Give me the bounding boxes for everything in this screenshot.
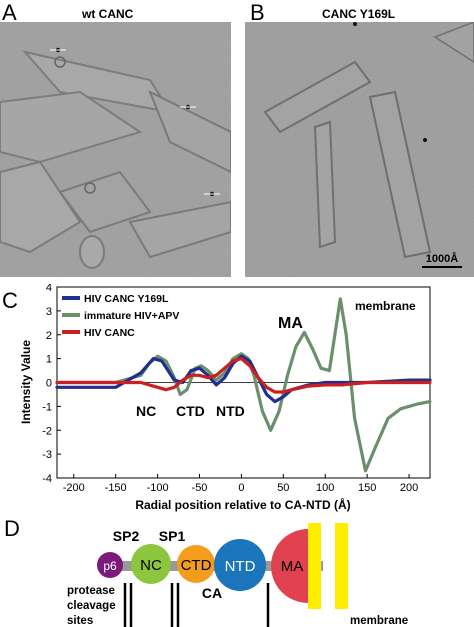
x-tick-label: -100: [147, 482, 169, 494]
panel-letter-d: D: [4, 516, 20, 541]
annotation-nc: NC: [136, 403, 156, 419]
x-tick-label: 100: [316, 482, 334, 494]
y-tick-label: 1: [46, 354, 52, 366]
domain-ctd: [177, 545, 215, 583]
cleavage-site-markers: [123, 583, 270, 627]
series-line-canc: [55, 356, 432, 394]
domain-ntd: [214, 539, 266, 591]
label-ca: CA: [202, 585, 222, 601]
x-tick-label: 0: [238, 482, 244, 494]
scale-bar: 1000Å: [422, 254, 462, 268]
panel-letter-a: A: [2, 0, 17, 25]
label-membrane: membrane: [350, 615, 408, 627]
domain-ma: [271, 529, 308, 603]
x-tick-label: 200: [400, 482, 418, 494]
domain-ma-label: MA: [281, 558, 304, 575]
y-tick-label: 2: [46, 330, 52, 342]
panel-letter-b: B: [250, 0, 265, 25]
x-tick-label: -50: [192, 482, 208, 494]
panel-letter-c: C: [2, 288, 18, 313]
domain-nc: [131, 544, 171, 584]
scale-bar-label: 1000Å: [425, 253, 459, 265]
domain-ntd-label: NTD: [225, 558, 256, 575]
em-image-canc-y169l: 1000Å: [245, 22, 474, 277]
label-sp2: SP2: [113, 528, 140, 544]
annotation-ma: MA: [278, 315, 303, 332]
legend-label-canc: HIV CANC: [84, 327, 135, 339]
label-protease: protease: [67, 585, 115, 597]
annotation-ntd: NTD: [216, 403, 245, 419]
gag-domain-diagram: p6 NC CTD NTD MA SP2 SP1 CA protease cle…: [67, 523, 408, 627]
label-cleavage: cleavage: [67, 600, 116, 612]
x-tick-label: 50: [277, 482, 289, 494]
y-tick-label: -2: [42, 425, 52, 437]
panel-a-title: wt CANC: [82, 7, 134, 21]
domain-nc-label: NC: [140, 557, 162, 574]
scale-bar-line: [422, 266, 462, 268]
legend-label-y169l: HIV CANC Y169L: [84, 293, 169, 305]
y-tick-label: 3: [46, 306, 52, 318]
x-tick-label: -150: [105, 482, 127, 494]
series-line-y169l: [55, 354, 432, 404]
y-axis-label: Intensity Value: [19, 340, 33, 424]
y-tick-label: -1: [42, 401, 52, 413]
x-tick-label: -200: [63, 482, 85, 494]
annotation-ctd: CTD: [176, 403, 205, 419]
series-line-immature: [55, 297, 432, 473]
legend-label-immature: immature HIV+APV: [84, 310, 179, 322]
domain-ctd-label: CTD: [181, 557, 212, 574]
y-tick-label: -4: [42, 473, 52, 485]
intensity-profile-chart: -200 -150 -100 -50 0 50 100 150 200 4 3 2 1 0 -1 -2 -3 -…: [19, 284, 432, 512]
x-axis-label: Radial position relative to CA-NTD (Å): [135, 497, 350, 512]
y-tick-label: -3: [42, 449, 52, 461]
membrane-leaflet-outer: [335, 523, 348, 609]
em-image-wt-canc: [0, 22, 231, 277]
y-tick-label: 0: [46, 378, 52, 390]
domain-p6: [97, 552, 123, 578]
domain-p6-label: p6: [103, 559, 117, 573]
annotation-membrane: membrane: [355, 299, 416, 313]
membrane-leaflet-inner: [308, 523, 321, 609]
legend: HIV CANC Y169L immature HIV+APV HIV CANC: [62, 293, 179, 339]
label-sp1: SP1: [159, 528, 186, 544]
label-sites: sites: [67, 615, 93, 627]
y-tick-label: 4: [46, 284, 52, 294]
panel-b-title: CANC Y169L: [322, 7, 396, 21]
x-tick-label: 150: [358, 482, 376, 494]
